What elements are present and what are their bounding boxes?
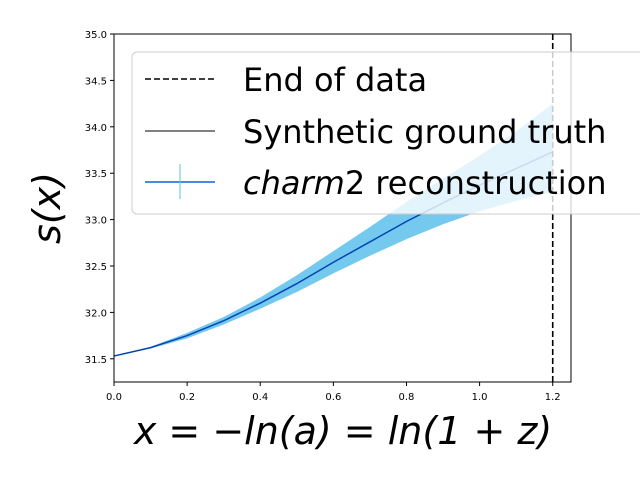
legend-label-ground-truth: Synthetic ground truth (243, 113, 606, 151)
legend-label-reconstruction: charm2 reconstruction (243, 164, 606, 202)
x-tick-label: 0.6 (325, 392, 341, 403)
legend-label-end-of-data: End of data (243, 61, 427, 99)
x-tick-label: 1.0 (472, 392, 488, 403)
x-tick-label: 0.0 (106, 392, 122, 403)
x-tick-label: 0.2 (179, 392, 195, 403)
y-tick-label: 35.0 (85, 30, 107, 41)
legend: End of data Synthetic ground truth charm2 … (131, 51, 640, 215)
x-tick-label: 1.2 (545, 392, 561, 403)
y-tick-label: 33.0 (85, 216, 107, 227)
legend-box (131, 51, 640, 215)
x-tick-label: 0.4 (252, 392, 268, 403)
y-axis-label: s(x) (25, 172, 69, 244)
x-tick-label: 0.8 (399, 392, 415, 403)
x-axis-label: x = −ln(a) = ln(1 + z) (133, 409, 552, 453)
y-tick-label: 32.5 (85, 262, 107, 273)
y-tick-label: 34.5 (85, 76, 107, 87)
y-tick-label: 33.5 (85, 169, 107, 180)
y-tick-label: 31.5 (85, 355, 107, 366)
y-tick-label: 34.0 (85, 123, 107, 134)
y-tick-label: 32.0 (85, 308, 107, 319)
axes: 0.0 0.2 0.4 0.6 0.8 1.0 1.2 31.5 32.0 32.5 33.0 33.… (85, 30, 572, 403)
